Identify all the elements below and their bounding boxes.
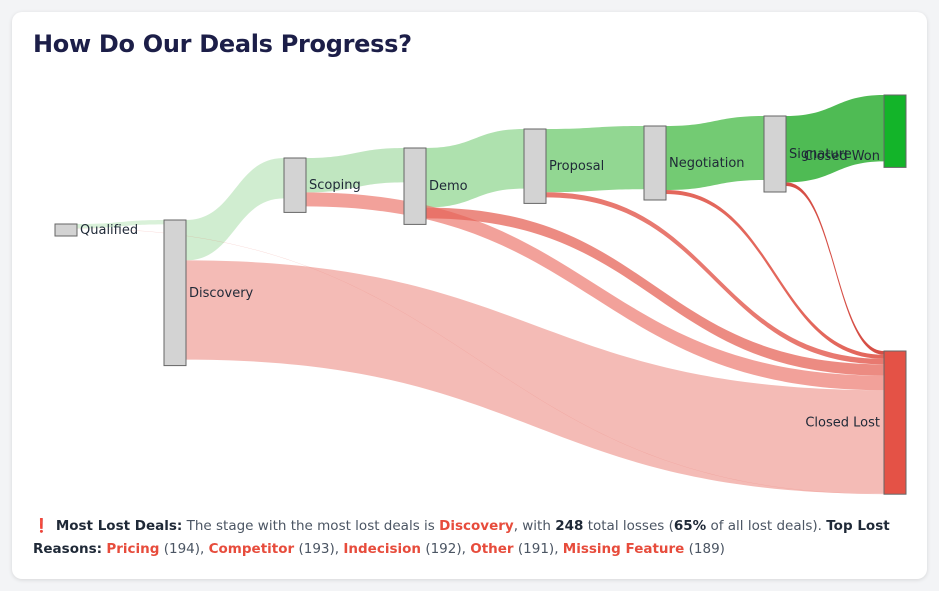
- sankey-labels: Qualified Discovery Scoping Demo Proposal Neg…: [80, 147, 880, 431]
- sankey-label-closedwon: Closed Won: [804, 149, 880, 164]
- summary-text-4: of all lost deals).: [710, 518, 822, 534]
- reason-count: (193): [298, 541, 335, 557]
- sankey-link-negotiation-to-signature: [666, 116, 764, 190]
- sankey-chart: Qualified Discovery Scoping Demo Proposal Neg…: [54, 94, 907, 495]
- sankey-links: [77, 95, 884, 495]
- sankey-label-negotiation: Negotiation: [669, 156, 745, 171]
- summary-text-2: , with: [513, 518, 551, 534]
- sankey-label-closedlost: Closed Lost: [805, 416, 880, 431]
- summary-text-1: The stage with the most lost deals is: [186, 518, 435, 534]
- reason-name: Competitor: [208, 541, 295, 557]
- chart-title: How Do Our Deals Progress?: [33, 30, 412, 58]
- sankey-label-proposal: Proposal: [549, 159, 604, 174]
- sankey-node-negotiation: [643, 125, 667, 201]
- chart-card: How Do Our Deals Progress? Qualified Disc…: [12, 12, 927, 579]
- sankey-link-discovery-to-scoping: [186, 158, 284, 261]
- summary-stage: Discovery: [439, 518, 514, 534]
- summary-reasons-label: Top Lost Reasons:: [33, 518, 890, 557]
- sankey-node-proposal: [523, 128, 547, 204]
- sankey-label-qualified: Qualified: [80, 223, 138, 238]
- summary-lead-label: Most Lost Deals:: [55, 518, 183, 534]
- summary-text-3: total losses (: [587, 518, 674, 534]
- sankey-label-scoping: Scoping: [309, 178, 361, 193]
- lost-deals-summary: ❗ Most Lost Deals: The stage with the mos…: [33, 518, 890, 557]
- sankey-node-discovery: [163, 219, 187, 367]
- sankey-link-demo-to-proposal: [426, 129, 524, 208]
- sankey-link-scoping-to-demo: [306, 148, 404, 193]
- sankey-link-discovery-to-closedlost: [186, 260, 884, 494]
- summary-percent: 65%: [673, 518, 707, 534]
- reason-count: (189): [688, 541, 725, 557]
- reason-name: Other: [470, 541, 514, 557]
- sankey-link-negotiation-to-closedlost: [666, 190, 884, 359]
- summary-losses: 248: [555, 518, 584, 534]
- reason-count: (194): [163, 541, 201, 557]
- reason-count: (191): [517, 541, 555, 557]
- reason-name: Indecision: [343, 541, 422, 557]
- sankey-link-signature-to-closedwon: [786, 95, 884, 183]
- sankey-link-demo-to-closedlost: [426, 207, 884, 376]
- reason-name: Pricing: [106, 541, 160, 557]
- sankey-label-discovery: Discovery: [189, 286, 254, 301]
- sankey-node-scoping: [283, 157, 307, 213]
- reason-count: (192): [425, 541, 462, 557]
- sankey-link-proposal-to-closedlost: [546, 192, 884, 365]
- sankey-label-demo: Demo: [429, 179, 468, 194]
- sankey-link-scoping-to-closedlost: [306, 192, 884, 391]
- sankey-nodes: [54, 94, 907, 495]
- sankey-link-qualified-to-discovery: [77, 220, 164, 229]
- sankey-node-closedwon: [883, 94, 907, 168]
- sankey-node-signature: [763, 115, 787, 193]
- sankey-link-signature-to-closedlost: [786, 182, 884, 355]
- exclamation-icon: ❗: [33, 518, 50, 534]
- sankey-node-qualified: [54, 223, 78, 237]
- sankey-link-proposal-to-negotiation: [546, 126, 644, 193]
- reason-name: Missing Feature: [562, 541, 685, 557]
- sankey-label-signature: Signature: [789, 147, 852, 162]
- sankey-node-demo: [403, 147, 427, 225]
- sankey-node-closedlost: [883, 350, 907, 495]
